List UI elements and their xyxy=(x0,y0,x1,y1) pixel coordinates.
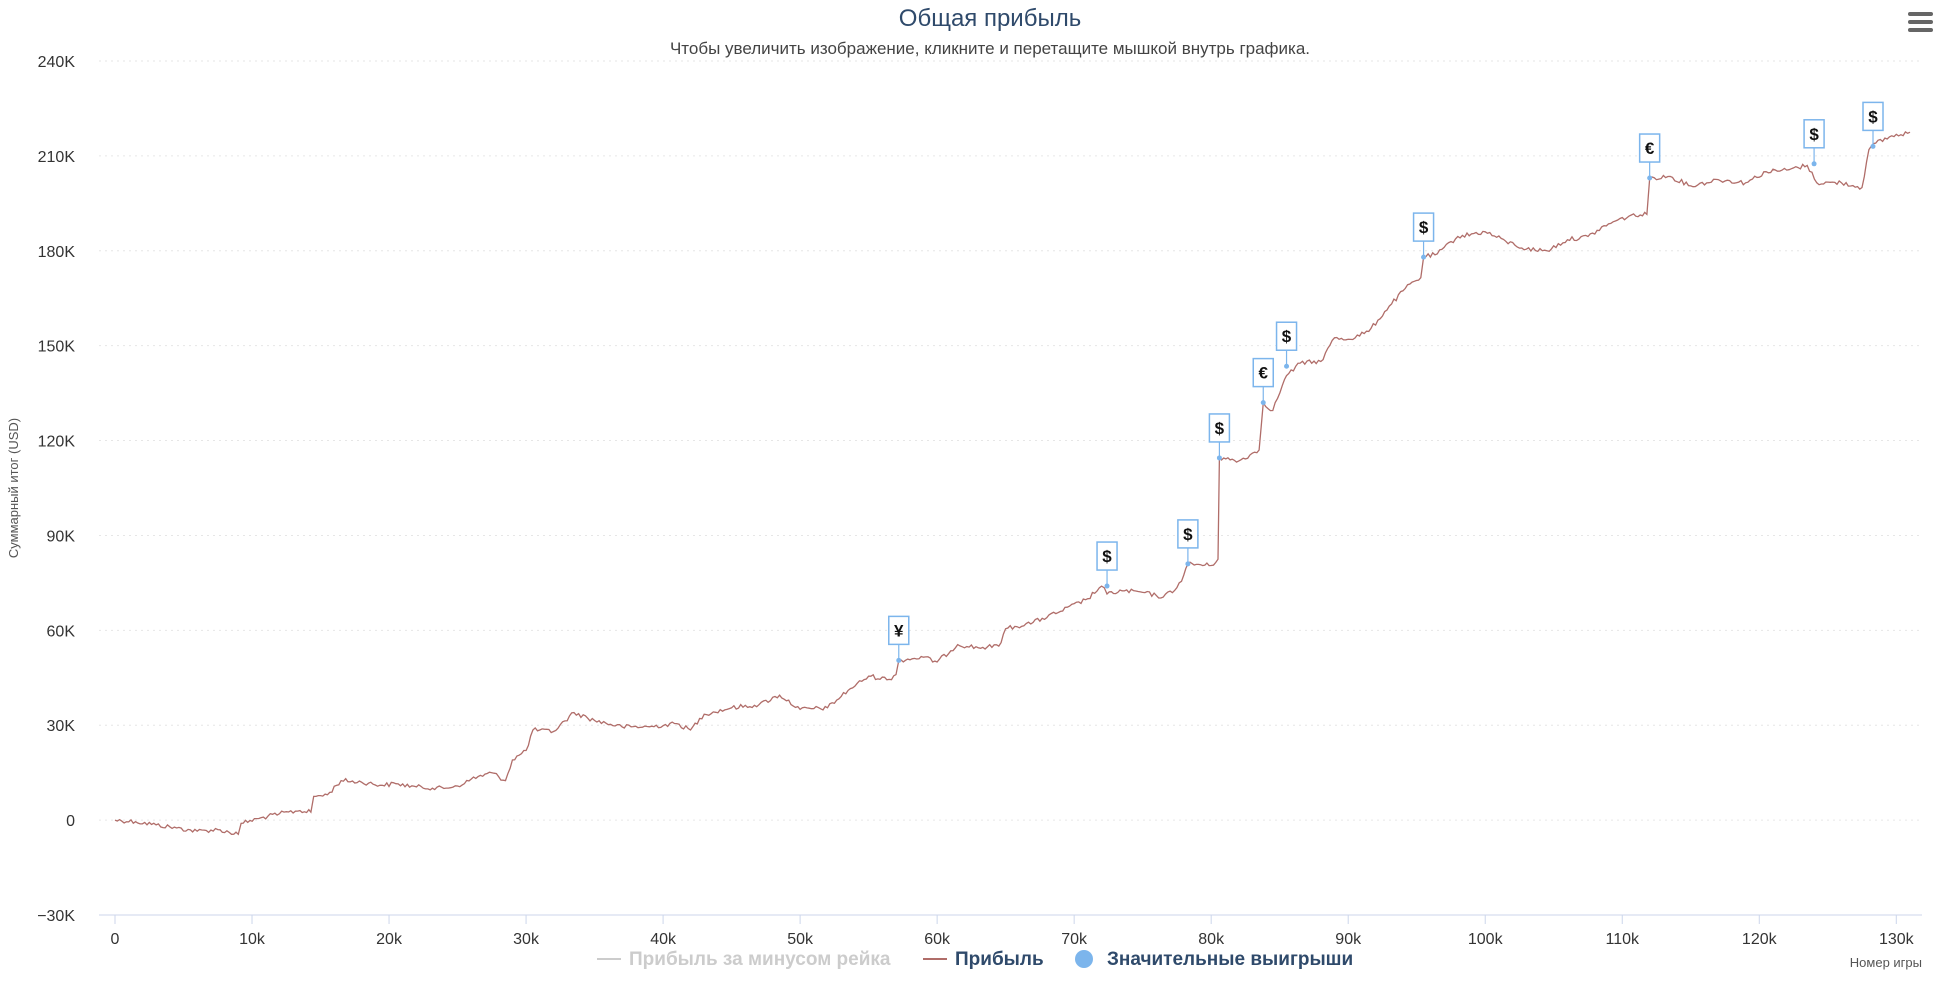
significant-win-flag[interactable]: $ xyxy=(1862,101,1884,149)
flag-point xyxy=(1216,455,1222,461)
flag-label: € xyxy=(1259,364,1269,383)
export-menu-button[interactable] xyxy=(1905,8,1933,36)
flag-box xyxy=(1862,101,1884,132)
hamburger-menu-icon xyxy=(1908,12,1933,32)
flag-label: $ xyxy=(1282,327,1292,346)
x-tick-label: 80k xyxy=(1198,931,1225,948)
legend-circle-symbol xyxy=(1075,950,1093,968)
x-tick-label: 130k xyxy=(1879,931,1915,948)
flag-label: ¥ xyxy=(894,621,904,640)
y-tick-label: 30K xyxy=(47,718,76,735)
x-tick-label: 10k xyxy=(239,931,266,948)
x-tick-label: 0 xyxy=(111,931,120,948)
legend: Прибыль за минусом рейка Прибыль Значитель… xyxy=(597,949,1353,970)
flag-box xyxy=(1096,541,1118,571)
flag-point xyxy=(1260,400,1266,406)
significant-win-flag[interactable]: $ xyxy=(1208,413,1231,461)
x-tick-label: 30k xyxy=(513,931,540,948)
flag-label: $ xyxy=(1102,547,1112,566)
profit-series-line[interactable] xyxy=(114,131,1911,836)
y-tick-label: 210K xyxy=(38,149,76,166)
chart-title: Общая прибыль xyxy=(899,5,1081,32)
significant-win-flag[interactable]: $ xyxy=(1803,119,1825,167)
legend-label: Прибыль xyxy=(955,949,1044,970)
legend-item[interactable]: Значительные выигрыши xyxy=(1075,949,1353,970)
y-axis-ticks: 240K 210K 180K 150K 120K 90K 60K 30K 0 −30K xyxy=(37,54,75,925)
y-tick-label: 60K xyxy=(47,623,76,640)
flag-point xyxy=(1811,161,1817,167)
flag-point xyxy=(1647,175,1653,181)
flag-box xyxy=(1177,519,1199,549)
significant-win-flag[interactable]: $ xyxy=(1096,541,1118,589)
flag-box xyxy=(1638,133,1661,163)
flag-box xyxy=(1208,413,1231,443)
chart-subtitle: Чтобы увеличить изображение, кликните и … xyxy=(670,39,1310,58)
x-tick-label: 50k xyxy=(787,931,814,948)
x-tick-label: 70k xyxy=(1061,931,1088,948)
x-tick-label: 60k xyxy=(924,931,951,948)
flag-point xyxy=(1104,583,1110,589)
flag-label: $ xyxy=(1215,419,1225,438)
flag-label: $ xyxy=(1868,107,1878,126)
legend-label: Значительные выигрыши xyxy=(1107,949,1353,970)
x-axis-ticks: 0 10k 20k 30k 40k 50k 60k 70k 80k 90k 100k 110k 120k… xyxy=(111,915,1915,948)
y-tick-label: 180K xyxy=(38,244,76,261)
x-tick-label: 90k xyxy=(1335,931,1362,948)
significant-win-flag[interactable]: € xyxy=(1252,357,1275,406)
legend-item[interactable]: Прибыль за минусом рейка xyxy=(597,949,891,970)
significant-win-flag[interactable]: $ xyxy=(1275,321,1298,369)
significant-win-flag[interactable]: ¥ xyxy=(888,615,910,663)
flag-box xyxy=(888,615,910,646)
x-tick-label: 100k xyxy=(1468,931,1504,948)
y-tick-label: −30K xyxy=(37,908,75,925)
significant-wins-flags: ¥ $ $ $ € $ $ € $ $ xyxy=(888,101,1884,663)
flag-box xyxy=(1803,119,1825,149)
y-tick-label: 90K xyxy=(47,528,76,545)
y-tick-label: 150K xyxy=(38,339,76,356)
flag-label: $ xyxy=(1183,525,1193,544)
flag-box xyxy=(1275,321,1298,351)
flag-label: $ xyxy=(1419,218,1429,237)
y-axis-title: Суммарный итог (USD) xyxy=(6,418,21,558)
y-tick-label: 240K xyxy=(38,54,76,71)
flag-label: $ xyxy=(1809,125,1819,144)
significant-win-flag[interactable]: $ xyxy=(1412,212,1435,260)
x-tick-label: 120k xyxy=(1742,931,1778,948)
flag-point xyxy=(896,657,902,663)
flag-point xyxy=(1284,363,1290,369)
x-tick-label: 110k xyxy=(1605,931,1640,948)
flag-label: € xyxy=(1645,139,1655,158)
flag-point xyxy=(1421,254,1427,260)
flag-box xyxy=(1252,357,1275,388)
x-tick-label: 40k xyxy=(650,931,677,948)
legend-item[interactable]: Прибыль xyxy=(923,949,1044,970)
flag-point xyxy=(1870,143,1876,149)
y-tick-label: 0 xyxy=(66,813,75,830)
significant-win-flag[interactable]: € xyxy=(1638,133,1661,181)
flag-point xyxy=(1185,561,1191,567)
legend-label: Прибыль за минусом рейка xyxy=(629,949,891,970)
y-tick-label: 120K xyxy=(38,434,76,451)
flag-box xyxy=(1412,212,1435,242)
x-axis-title: Номер игры xyxy=(1850,955,1922,970)
x-tick-label: 20k xyxy=(376,931,403,948)
significant-win-flag[interactable]: $ xyxy=(1177,519,1199,567)
